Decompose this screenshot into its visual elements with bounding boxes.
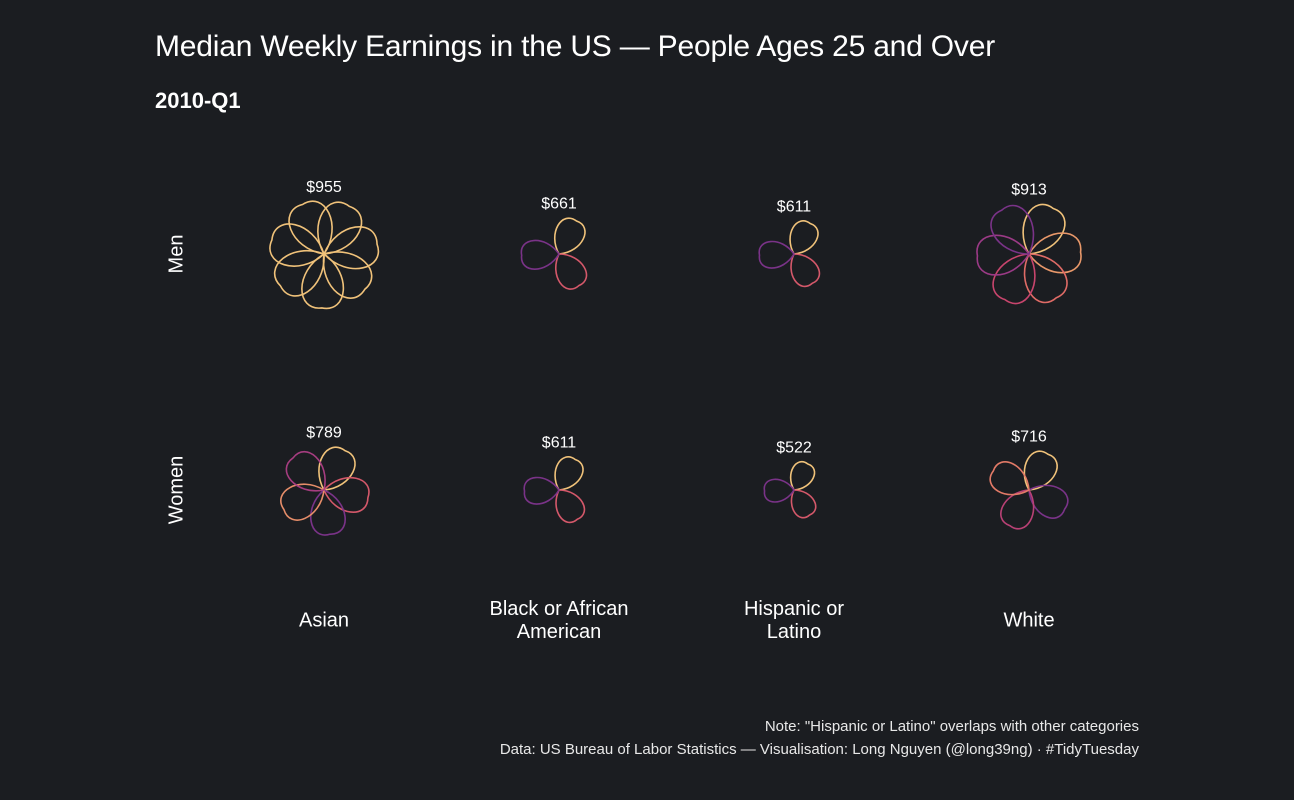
value-label-women-white: $716 xyxy=(1011,429,1047,446)
petal xyxy=(1028,232,1082,274)
petal xyxy=(523,476,560,505)
value-label-women-asian: $789 xyxy=(306,424,342,441)
petal xyxy=(790,253,821,288)
value-label-men-white: $913 xyxy=(1011,181,1047,198)
value-label-women-black-or-african-american: $611 xyxy=(542,434,577,451)
value-label-men-asian: $955 xyxy=(306,179,342,196)
column-label-black: Black or African American xyxy=(489,598,629,643)
chart-title: Median Weekly Earnings in the US — Peopl… xyxy=(155,30,995,63)
petal xyxy=(288,200,333,255)
flower-women-white xyxy=(989,450,1069,530)
petal xyxy=(763,478,795,503)
value-label-women-hispanic-or-latino: $522 xyxy=(776,440,812,457)
petal xyxy=(554,253,588,290)
petal xyxy=(1000,489,1035,530)
chart-period: 2010-Q1 xyxy=(155,88,241,113)
flower-women-black-or-african-american xyxy=(523,456,586,524)
column-label-white: White xyxy=(1003,609,1055,632)
petal xyxy=(976,234,1030,276)
flower-men-black-or-african-american xyxy=(520,217,588,290)
flower-women-hispanic-or-latino xyxy=(763,461,817,519)
petal xyxy=(992,253,1036,305)
petal xyxy=(1022,203,1066,255)
petal xyxy=(1023,253,1068,304)
petal xyxy=(790,489,817,519)
petal xyxy=(323,476,370,513)
column-label-asian: Asian xyxy=(298,609,350,632)
value-label-men-hispanic-or-latino: $611 xyxy=(777,198,812,215)
value-label-men-black-or-african-american: $661 xyxy=(541,196,577,213)
petal xyxy=(758,240,795,269)
flower-men-asian xyxy=(269,200,380,310)
column-label-hispanic: Hispanic or Latino xyxy=(743,598,845,643)
petal xyxy=(301,253,345,310)
petal xyxy=(318,446,356,491)
flower-men-white xyxy=(976,203,1082,305)
petal xyxy=(1028,484,1069,519)
petal xyxy=(309,489,346,536)
petal xyxy=(273,249,325,297)
petal xyxy=(553,217,586,255)
petal xyxy=(1023,450,1058,491)
flower-women-asian xyxy=(280,446,370,536)
chart-credits: Data: US Bureau of Labor Statistics — Vi… xyxy=(499,741,1139,758)
petal xyxy=(989,461,1030,496)
petal xyxy=(554,456,584,491)
petal xyxy=(323,226,380,270)
flower-men-hispanic-or-latino xyxy=(758,220,821,288)
chart-note: Note: "Hispanic or Latino" overlaps with… xyxy=(764,718,1139,735)
petal xyxy=(520,239,560,270)
petal xyxy=(990,204,1035,255)
petal xyxy=(269,223,325,267)
petal xyxy=(280,483,325,521)
petal xyxy=(789,461,816,491)
petal xyxy=(322,251,373,299)
petal xyxy=(555,489,586,524)
petal xyxy=(285,451,326,492)
petal xyxy=(789,220,819,255)
petal xyxy=(317,201,363,255)
